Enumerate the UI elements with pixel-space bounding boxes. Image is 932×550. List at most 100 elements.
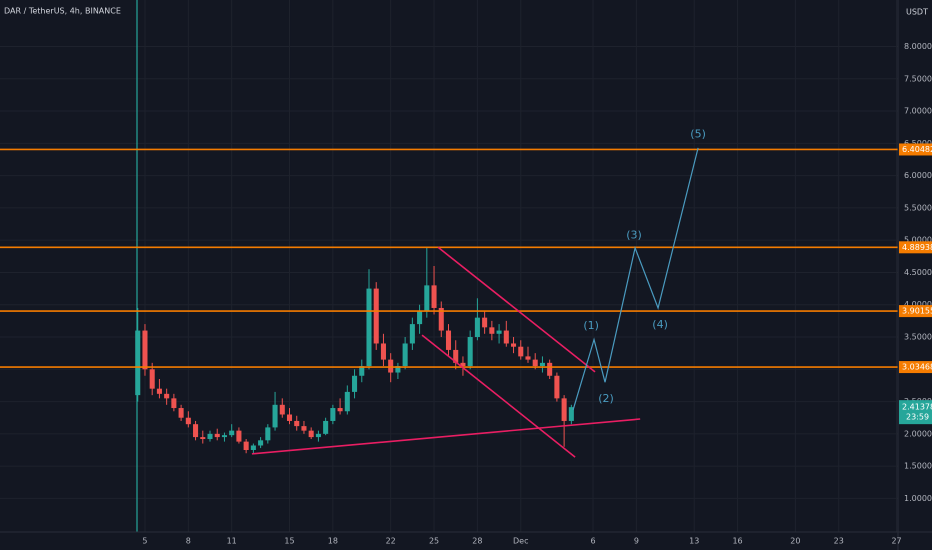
candle-body	[149, 369, 155, 389]
candle-body	[409, 324, 415, 344]
x-tick-label: 9	[634, 537, 639, 546]
wave-label: (2)	[598, 392, 614, 405]
candle-body	[438, 307, 444, 331]
candle-body	[460, 362, 466, 367]
y-tick-label: 6.00000	[904, 171, 932, 180]
x-tick-label: 15	[284, 537, 294, 546]
candle-body	[359, 366, 365, 376]
y-tick-label: 5.50000	[904, 203, 932, 212]
countdown-label: 23:59	[906, 413, 929, 422]
x-tick-label: 11	[227, 537, 237, 546]
y-tick-label: 1.00000	[904, 494, 932, 503]
candle-body	[489, 327, 495, 334]
candle-body	[207, 433, 213, 440]
x-tick-label: 13	[689, 537, 699, 546]
candle-body	[388, 359, 394, 373]
y-tick-label: 3.50000	[904, 333, 932, 342]
x-tick-label: 20	[790, 537, 800, 546]
level-label: 6.40482	[902, 145, 932, 154]
y-tick-label: 1.50000	[904, 462, 932, 471]
candle-body	[539, 362, 545, 367]
level-label-box	[899, 241, 932, 254]
candle-body	[214, 433, 220, 438]
candle-body	[221, 435, 227, 438]
wave-label: (4)	[652, 318, 668, 331]
x-tick-label: Dec	[513, 537, 528, 546]
last-price-box	[899, 400, 932, 425]
candle-body	[482, 317, 488, 328]
candle-body	[229, 430, 235, 436]
wave-label: (3)	[626, 229, 642, 242]
trendline	[421, 334, 576, 458]
x-tick-label: 27	[891, 537, 901, 546]
level-label-box	[899, 305, 932, 318]
candle-body	[250, 445, 256, 451]
candle-body	[330, 408, 336, 421]
last-price-label: 2.41378	[902, 403, 932, 412]
candle-body	[474, 317, 480, 338]
y-tick-label: 8.00000	[904, 42, 932, 51]
chart-title: DAR / TetherUS, 4h, BINANCE	[4, 7, 121, 16]
candle-body	[424, 285, 430, 312]
level-label-box	[899, 361, 932, 374]
candle-body	[380, 343, 386, 360]
x-tick-label: 5	[142, 537, 147, 546]
x-tick-label: 25	[429, 537, 439, 546]
candle-body	[568, 407, 574, 421]
candle-body	[265, 427, 271, 441]
candle-body	[503, 330, 509, 344]
candle-body	[344, 391, 350, 412]
candle-body	[467, 337, 473, 367]
wave-label: (5)	[690, 127, 706, 140]
level-label: 3.90155	[902, 307, 932, 316]
candle-body	[301, 426, 307, 431]
y-tick-label: 2.00000	[904, 429, 932, 438]
candle-body	[171, 398, 177, 409]
y-tick-label: 7.50000	[904, 74, 932, 83]
candle-body	[308, 430, 314, 438]
candle-body	[352, 375, 358, 392]
candle-body	[561, 398, 567, 421]
level-label-box	[899, 143, 932, 156]
candle-body	[518, 346, 524, 357]
candle-body	[525, 356, 531, 360]
candle-body	[279, 404, 285, 415]
candle-body	[200, 437, 206, 440]
candle-body	[286, 414, 293, 421]
candle-body	[272, 404, 278, 428]
candle-body	[373, 288, 379, 344]
candle-body	[164, 393, 170, 399]
wave-path	[572, 147, 699, 411]
candle-body	[185, 417, 191, 425]
level-label: 3.03468	[902, 363, 932, 372]
candle-body	[532, 359, 538, 367]
x-tick-label: 22	[386, 537, 396, 546]
x-tick-label: 8	[186, 537, 191, 546]
wave-label: (1)	[583, 319, 599, 332]
candle-body	[178, 408, 184, 418]
candle-body	[315, 433, 321, 438]
x-tick-label: 23	[834, 537, 844, 546]
currency-label[interactable]: USDT	[906, 8, 928, 17]
candle-body	[366, 288, 372, 367]
candle-body	[337, 408, 343, 412]
y-tick-label: 6.50000	[904, 139, 932, 148]
candle-body	[323, 420, 329, 434]
y-tick-label: 4.50000	[904, 268, 932, 277]
candle-body	[511, 343, 517, 347]
candle-body	[243, 441, 249, 451]
candle-body	[236, 430, 242, 442]
candle-body	[496, 330, 502, 334]
trendline	[251, 418, 641, 455]
x-tick-label: 16	[732, 537, 742, 546]
candle-body	[156, 388, 162, 394]
candle-body	[547, 362, 553, 376]
candle-body	[417, 311, 423, 325]
trendline	[437, 246, 596, 373]
y-tick-label: 7.00000	[904, 107, 932, 116]
candle-body	[135, 330, 141, 396]
candle-body	[554, 375, 560, 399]
y-tick-label: 4.00000	[904, 300, 932, 309]
